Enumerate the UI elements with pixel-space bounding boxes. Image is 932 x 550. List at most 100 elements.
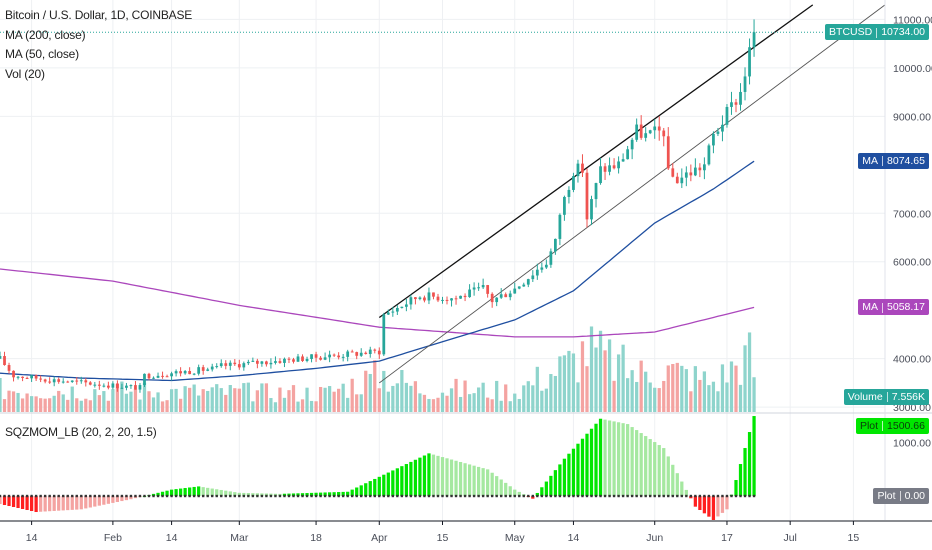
volume-legend[interactable]: Vol (20) <box>5 67 45 81</box>
squeeze-dot <box>206 494 209 498</box>
momentum-bar <box>48 496 52 512</box>
candle-body <box>260 361 264 364</box>
momentum-bar <box>657 445 661 497</box>
squeeze-legend[interactable]: SQZMOM_LB (20, 2, 20, 1.5) <box>5 425 157 439</box>
candle-body <box>134 385 137 390</box>
momentum-bar <box>178 488 183 497</box>
momentum-bar <box>93 496 97 507</box>
squeeze-dot <box>360 494 363 498</box>
volume-bar <box>201 389 205 412</box>
momentum-bar <box>571 448 576 497</box>
volume-bar <box>346 397 350 412</box>
squeeze-dot <box>57 494 60 498</box>
volume-bar <box>75 398 79 412</box>
price-tick-label: 4000.00 <box>893 354 931 366</box>
squeeze-dot <box>129 494 133 498</box>
momentum-bar <box>409 461 413 497</box>
time-tick-label: Jun <box>646 532 663 544</box>
squeeze-dot <box>472 494 476 498</box>
squeeze-dot <box>459 494 462 498</box>
grid <box>0 0 885 520</box>
momentum-bar <box>192 486 196 497</box>
momentum-bar <box>720 496 725 513</box>
volume-bar <box>720 364 725 412</box>
candle-body <box>513 288 517 294</box>
squeeze-dot <box>0 494 2 498</box>
volume-bar <box>373 360 377 412</box>
volume-bar <box>29 396 34 412</box>
squeeze-dot <box>387 494 390 498</box>
volume-bar <box>531 385 535 412</box>
momentum-bar <box>25 496 29 511</box>
squeeze-dot <box>527 494 530 498</box>
candle-body <box>337 355 341 358</box>
squeeze-dot <box>165 494 169 498</box>
momentum-bar <box>359 485 363 497</box>
trendline-lower[interactable] <box>379 4 886 384</box>
candle-body <box>183 370 187 374</box>
trendline-upper[interactable] <box>378 4 814 319</box>
squeeze-dot <box>504 494 507 498</box>
squeeze-dot <box>630 494 634 498</box>
squeeze-dot <box>188 494 191 498</box>
squeeze-dot <box>260 494 264 498</box>
volume-bar <box>481 382 485 412</box>
candle-body <box>423 297 426 301</box>
momentum-bar <box>499 479 503 497</box>
momentum-bar <box>463 463 467 497</box>
momentum-bar <box>246 493 250 497</box>
squeeze-dot <box>80 494 83 498</box>
squeeze-dot <box>716 494 720 498</box>
candle-body <box>671 168 675 177</box>
volume-bar <box>57 390 61 412</box>
momentum-bar <box>57 496 61 511</box>
momentum-bar <box>323 492 327 497</box>
squeeze-dot <box>563 494 566 498</box>
momentum-bar <box>752 416 756 497</box>
time-tick-label: Mar <box>230 532 249 544</box>
momentum-bar <box>66 496 70 511</box>
squeeze-dot <box>71 494 74 498</box>
candle-body <box>278 361 282 363</box>
squeeze-dot <box>513 494 516 498</box>
momentum-bar <box>517 491 521 497</box>
candle-body <box>585 172 589 220</box>
candlesticks <box>0 19 756 393</box>
volume-bar <box>526 381 530 412</box>
squeeze-dot <box>98 494 101 498</box>
momentum-bar <box>2 496 7 506</box>
volume-bar <box>11 391 16 412</box>
squeeze-dot <box>730 494 733 498</box>
momentum-bar <box>52 496 56 511</box>
momentum-bar <box>120 496 124 502</box>
volume-bar <box>70 386 74 412</box>
time-tick-label: May <box>505 532 526 544</box>
candle-body <box>472 287 476 290</box>
candle-body <box>48 381 52 383</box>
candle-body <box>265 361 268 365</box>
squeeze-dot <box>662 494 665 498</box>
candle-body <box>630 139 634 150</box>
volume-bar <box>115 383 120 412</box>
momentum-bar <box>29 496 34 512</box>
candle-body <box>34 375 38 379</box>
momentum-bar <box>251 493 255 497</box>
squeeze-dot <box>215 494 218 498</box>
squeeze-dot <box>436 494 440 498</box>
candle-body <box>508 293 512 298</box>
squeeze-dot <box>355 494 358 498</box>
candle-body <box>197 367 201 374</box>
candle-body <box>445 299 449 301</box>
momentum-bar <box>174 489 178 497</box>
candle-body <box>39 378 43 380</box>
volume-bar <box>486 397 490 412</box>
momentum-bar <box>224 490 228 497</box>
volume-bar <box>233 388 237 412</box>
volume-bar <box>16 392 20 412</box>
candle-body <box>43 379 47 382</box>
momentum-bar <box>16 496 20 509</box>
candle-body <box>635 124 639 140</box>
ma50-legend[interactable]: MA (50, close) <box>5 47 79 61</box>
ma200-legend[interactable]: MA (200, close) <box>5 28 86 42</box>
